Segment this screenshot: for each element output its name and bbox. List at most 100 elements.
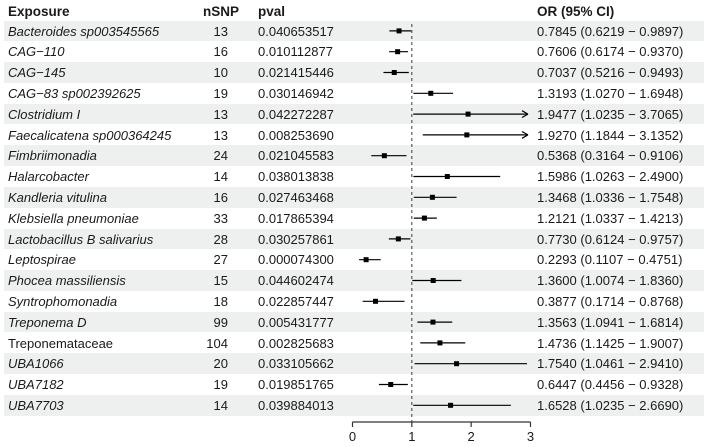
ci-arrow-right — [521, 110, 529, 119]
exposure-cell: Fimbriimonadia — [8, 148, 97, 164]
or-ci-cell: 1.2121 (1.0337 − 1.4213) — [537, 210, 684, 226]
or-ci-cell: 1.7540 (1.0461 − 2.9410) — [537, 356, 684, 372]
exposure-cell: Clostridium I — [8, 106, 81, 122]
pval-cell: 0.000074300 — [258, 252, 334, 268]
or-marker — [363, 257, 369, 263]
nsnp-cell: 10 — [213, 65, 228, 81]
nsnp-cell: 15 — [213, 273, 228, 289]
nsnp-cell: 16 — [213, 189, 228, 205]
column-header-nsnp: nSNP — [203, 4, 240, 19]
or-marker — [388, 382, 394, 387]
exposure-cell: Leptospirae — [8, 252, 76, 268]
nsnp-cell: 13 — [213, 127, 228, 143]
exposure-cell: Phocea massiliensis — [8, 273, 126, 289]
or-marker — [428, 90, 434, 96]
or-ci-cell: 1.9270 (1.1844 − 3.1352) — [537, 127, 684, 143]
row-stripe — [4, 186, 704, 208]
pval-cell: 0.044602474 — [258, 273, 334, 289]
or-marker — [381, 153, 387, 159]
pval-cell: 0.017865394 — [258, 210, 334, 226]
or-ci-cell: 0.7845 (0.6219 − 0.9897) — [537, 23, 684, 39]
or-ci-cell: 0.7037 (0.5216 − 0.9493) — [537, 65, 684, 81]
exposure-cell: Treponemataceae — [8, 335, 114, 351]
pval-cell: 0.030257861 — [258, 231, 334, 247]
row-stripe — [4, 394, 704, 416]
row-stripe — [4, 311, 704, 333]
pval-cell: 0.039884013 — [258, 397, 334, 413]
column-header-exposure: Exposure — [8, 4, 70, 19]
or-marker — [430, 319, 436, 325]
exposure-cell: UBA1066 — [8, 356, 64, 372]
x-axis-tick-label: 2 — [468, 429, 475, 444]
pval-cell: 0.027463468 — [258, 189, 334, 205]
pval-cell: 0.005431777 — [258, 314, 334, 330]
or-marker — [444, 174, 450, 179]
exposure-cell: Halarcobacter — [8, 169, 89, 185]
or-ci-cell: 1.9477 (1.0235 − 3.7065) — [537, 106, 684, 122]
row-stripe — [4, 353, 704, 375]
exposure-cell: UBA7182 — [8, 377, 64, 393]
pval-cell: 0.021045583 — [258, 148, 334, 164]
pval-cell: 0.002825683 — [258, 335, 334, 351]
nsnp-cell: 20 — [213, 356, 228, 372]
or-ci-cell: 0.3877 (0.1714 − 0.8768) — [537, 293, 684, 309]
column-header-pval: pval — [258, 4, 286, 19]
pval-cell: 0.038013838 — [258, 169, 334, 185]
or-marker — [448, 402, 454, 408]
pval-cell: 0.008253690 — [258, 127, 334, 143]
or-ci-cell: 1.6528 (1.0235 − 2.6690) — [537, 397, 684, 413]
exposure-cell: Treponema D — [8, 314, 87, 330]
row-stripe — [4, 103, 704, 125]
row-stripe — [4, 228, 704, 250]
pval-cell: 0.030146942 — [258, 85, 334, 101]
or-ci-cell: 1.3600 (1.0074 − 1.8360) — [537, 273, 684, 289]
nsnp-cell: 99 — [213, 314, 228, 330]
or-marker — [465, 111, 471, 117]
exposure-cell: Bacteroides sp003545565 — [8, 23, 160, 39]
row-stripe — [4, 270, 704, 291]
or-marker — [421, 215, 427, 221]
row-stripe — [4, 145, 704, 167]
pval-cell: 0.022857447 — [258, 293, 334, 309]
or-marker — [391, 70, 397, 75]
or-marker — [373, 298, 379, 304]
or-ci-cell: 0.7730 (0.6124 − 0.9757) — [537, 231, 684, 247]
or-marker — [430, 278, 436, 283]
pval-cell: 0.042272287 — [258, 106, 334, 122]
exposure-cell: CAG−145 — [8, 65, 66, 81]
or-ci-cell: 0.2293 (0.1107 − 0.4751) — [537, 252, 683, 268]
nsnp-cell: 27 — [213, 252, 228, 268]
or-marker — [395, 236, 401, 242]
or-ci-cell: 1.4736 (1.1425 − 1.9007) — [537, 335, 684, 351]
row-stripe — [4, 20, 704, 42]
nsnp-cell: 19 — [213, 85, 228, 101]
or-marker — [429, 194, 435, 200]
nsnp-cell: 33 — [213, 210, 228, 226]
or-ci-cell: 1.5986 (1.0263 − 2.4900) — [537, 169, 684, 185]
or-ci-cell: 0.7606 (0.6174 − 0.9370) — [537, 44, 684, 60]
exposure-cell: Kandleria vitulina — [8, 189, 108, 205]
pval-cell: 0.033105662 — [258, 356, 334, 372]
nsnp-cell: 13 — [213, 106, 228, 122]
nsnp-cell: 28 — [213, 231, 228, 247]
or-marker — [464, 132, 470, 138]
row-stripe — [4, 62, 704, 83]
exposure-cell: CAG−110 — [8, 44, 65, 60]
nsnp-cell: 14 — [213, 397, 228, 413]
or-marker — [395, 49, 401, 55]
nsnp-cell: 13 — [213, 23, 228, 39]
exposure-cell: Klebsiella pneumoniae — [8, 210, 139, 226]
nsnp-cell: 18 — [213, 293, 228, 309]
or-marker — [437, 340, 443, 346]
nsnp-cell: 104 — [206, 335, 228, 351]
or-ci-cell: 1.3468 (1.0336 − 1.7548) — [537, 189, 684, 205]
pval-cell: 0.010112877 — [258, 44, 333, 60]
or-ci-cell: 1.3563 (1.0941 − 1.6814) — [537, 314, 684, 330]
or-ci-cell: 1.3193 (1.0270 − 1.6948) — [537, 85, 684, 101]
or-marker — [396, 28, 402, 34]
exposure-cell: Faecalicatena sp000364245 — [8, 127, 172, 143]
nsnp-cell: 24 — [213, 148, 228, 164]
nsnp-cell: 14 — [213, 169, 228, 185]
x-axis-tick-label: 1 — [408, 429, 415, 444]
